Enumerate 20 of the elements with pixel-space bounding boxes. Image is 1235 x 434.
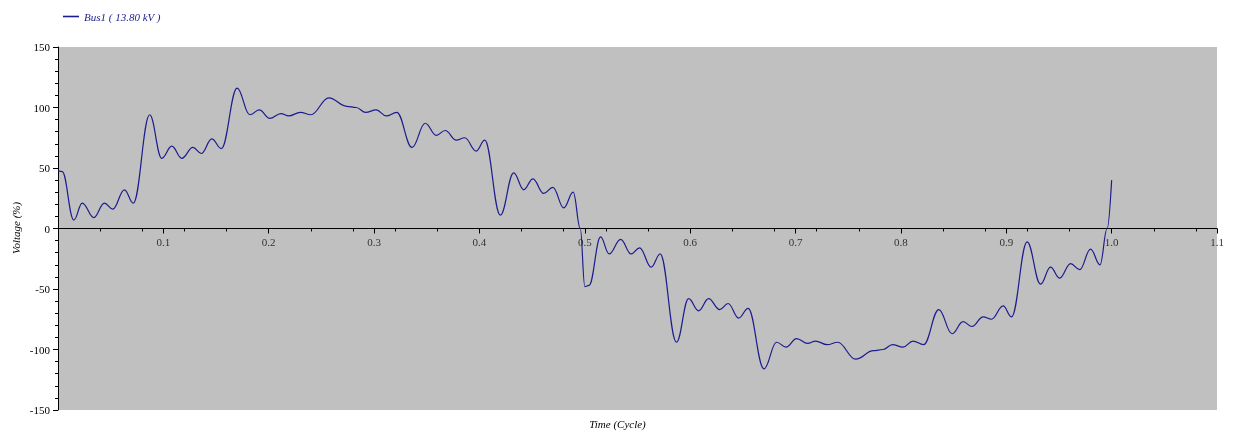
y-tick-label: 100 [33,101,51,114]
x-tick-label: 0.3 [367,236,382,248]
x-tick-label: 1.0 [1104,236,1120,248]
x-tick-label: 0.9 [999,236,1014,248]
legend-label: Bus1 ( 13.80 kV ) [84,10,161,24]
x-tick-label: 0.1 [156,236,171,248]
y-tick-label: -50 [35,283,51,295]
y-tick-label: -100 [29,343,51,356]
y-tick-label: 150 [33,41,51,53]
y-tick-label: -150 [29,404,51,416]
y-tick-label: 0 [44,222,51,235]
y-axis-title: Voltage (%) [10,201,23,255]
x-tick-label: 0.8 [894,236,909,248]
y-tick-label: 50 [39,162,51,174]
x-tick-label: 0.4 [472,236,487,248]
x-axis-title: Time (Cycle) [589,417,647,431]
x-tick-label: 0.7 [788,236,803,248]
x-tick-label: 0.2 [261,236,276,248]
x-tick-label: 1.1 [1210,236,1224,248]
x-tick-label: 0.6 [683,236,698,248]
